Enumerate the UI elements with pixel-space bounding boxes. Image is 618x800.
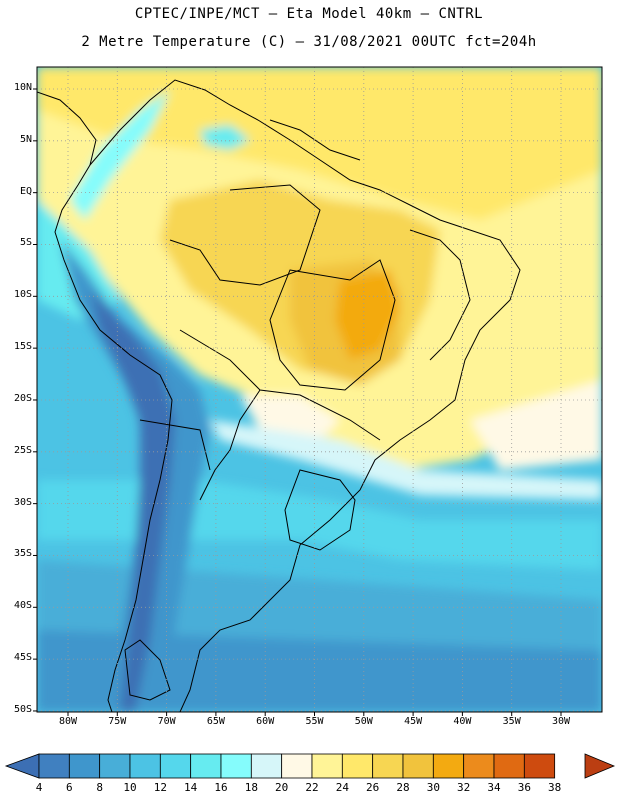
colorbar-max-arrow	[584, 753, 616, 779]
colorbar-level-label: 38	[548, 781, 562, 794]
colorbar-level-label: 8	[96, 781, 103, 794]
colorbar-level-label: 20	[275, 781, 289, 794]
lon-label: 55W	[305, 716, 324, 727]
colorbar-bin	[523, 753, 556, 779]
colorbar-level-label: 34	[487, 781, 501, 794]
colorbar-level-label: 36	[517, 781, 531, 794]
colorbar-bin	[129, 753, 161, 779]
colorbar-bin	[341, 753, 374, 779]
lat-label: 10S	[13, 289, 32, 301]
lat-label: 30S	[13, 496, 32, 508]
colorbar-level-label: 6	[66, 781, 73, 794]
lat-label: EQ	[19, 185, 32, 197]
lon-label: 70W	[157, 716, 176, 727]
lat-label: 45S	[13, 652, 32, 664]
colorbar-bin	[372, 753, 404, 779]
lon-label: 35W	[502, 716, 521, 727]
colorbar-level-label: 16	[214, 781, 228, 794]
colorbar-level-label: 24	[335, 781, 349, 794]
chart-title-line1: CPTEC/INPE/MCT – Eta Model 40km – CNTRL	[134, 6, 484, 22]
lat-label: 15S	[13, 341, 32, 353]
lat-label: 10N	[13, 82, 32, 93]
colorbar-level-label: 30	[426, 781, 440, 794]
coastlines-and-borders	[37, 79, 521, 712]
lat-label: 5S	[19, 237, 32, 249]
colorbar-level-label: 26	[366, 781, 380, 794]
lat-label: 25S	[13, 444, 32, 456]
colorbar-bin	[311, 753, 343, 779]
lat-label: 20S	[13, 392, 32, 404]
colorbar-bin	[493, 753, 525, 779]
colorbar	[4, 753, 616, 779]
colorbar-bin	[68, 753, 101, 779]
colorbar-level-label: 18	[244, 781, 258, 794]
colorbar-bin	[38, 753, 70, 779]
lat-label: 35S	[13, 548, 32, 560]
colorbar-bin	[250, 753, 283, 779]
lon-label: 40W	[453, 716, 472, 727]
lon-label: 65W	[206, 716, 225, 727]
map-frame	[36, 66, 603, 713]
colorbar-bin	[281, 753, 313, 779]
colorbar-level-label: 22	[305, 781, 319, 794]
colorbar-bin	[402, 753, 434, 779]
chart-title-line2: 2 Metre Temperature (C) – 31/08/2021 00U…	[81, 34, 537, 50]
colorbar-bin	[220, 753, 252, 779]
colorbar-level-label: 32	[457, 781, 471, 794]
colorbar-level-label: 10	[123, 781, 137, 794]
lon-label: 30W	[551, 716, 571, 727]
lat-label: 40S	[13, 600, 32, 612]
colorbar-level-label: 14	[184, 781, 198, 794]
lon-label: 75W	[108, 716, 127, 727]
colorbar-bin	[159, 753, 192, 779]
colorbar-min-arrow	[4, 753, 40, 779]
colorbar-bin	[463, 753, 495, 779]
colorbar-bin	[99, 753, 131, 779]
lat-label: 50S	[13, 703, 32, 715]
axis-ticks	[33, 88, 562, 716]
lon-label: 45W	[404, 716, 423, 727]
lon-label: 60W	[256, 716, 275, 727]
lon-label: 50W	[354, 716, 373, 727]
lon-label: 80W	[58, 716, 78, 727]
colorbar-bin	[432, 753, 465, 779]
colorbar-level-label: 4	[35, 781, 43, 794]
colorbar-level-label: 12	[153, 781, 167, 794]
colorbar-level-label: 28	[396, 781, 410, 794]
temperature-field	[37, 67, 602, 712]
colorbar-bin	[190, 753, 222, 779]
lat-label: 5N	[19, 133, 32, 145]
